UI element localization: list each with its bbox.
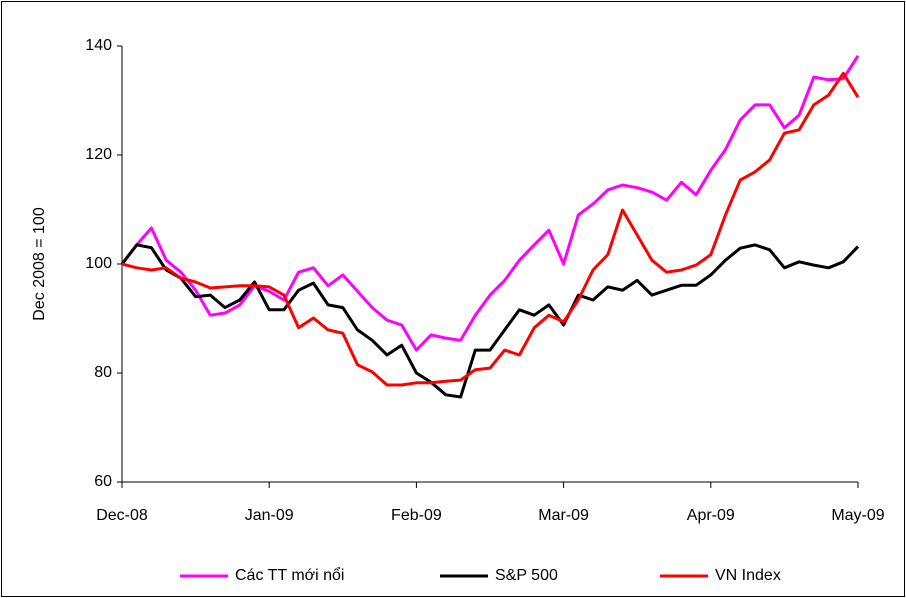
series-line (121, 71, 860, 387)
legend-label: S&P 500 (495, 567, 558, 584)
legend-label: VN Index (715, 567, 781, 584)
y-tick-label: 100 (85, 255, 112, 272)
x-tick-label: Feb-09 (391, 507, 442, 524)
y-tick-label: 120 (85, 146, 112, 163)
series-line (120, 54, 860, 352)
series-line (120, 243, 860, 399)
y-axis-label: Dec 2008 = 100 (31, 207, 48, 321)
y-tick-label: 140 (85, 37, 112, 54)
y-tick-label: 80 (94, 364, 112, 381)
y-tick-label: 60 (94, 473, 112, 490)
x-tick-label: Apr-09 (687, 507, 735, 524)
legend-label: Các TT mới nổi (235, 566, 344, 584)
x-tick-label: May-09 (831, 507, 884, 524)
x-tick-label: Jan-09 (245, 507, 294, 524)
x-tick-label: Dec-08 (96, 507, 148, 524)
x-tick-label: Mar-09 (538, 507, 589, 524)
